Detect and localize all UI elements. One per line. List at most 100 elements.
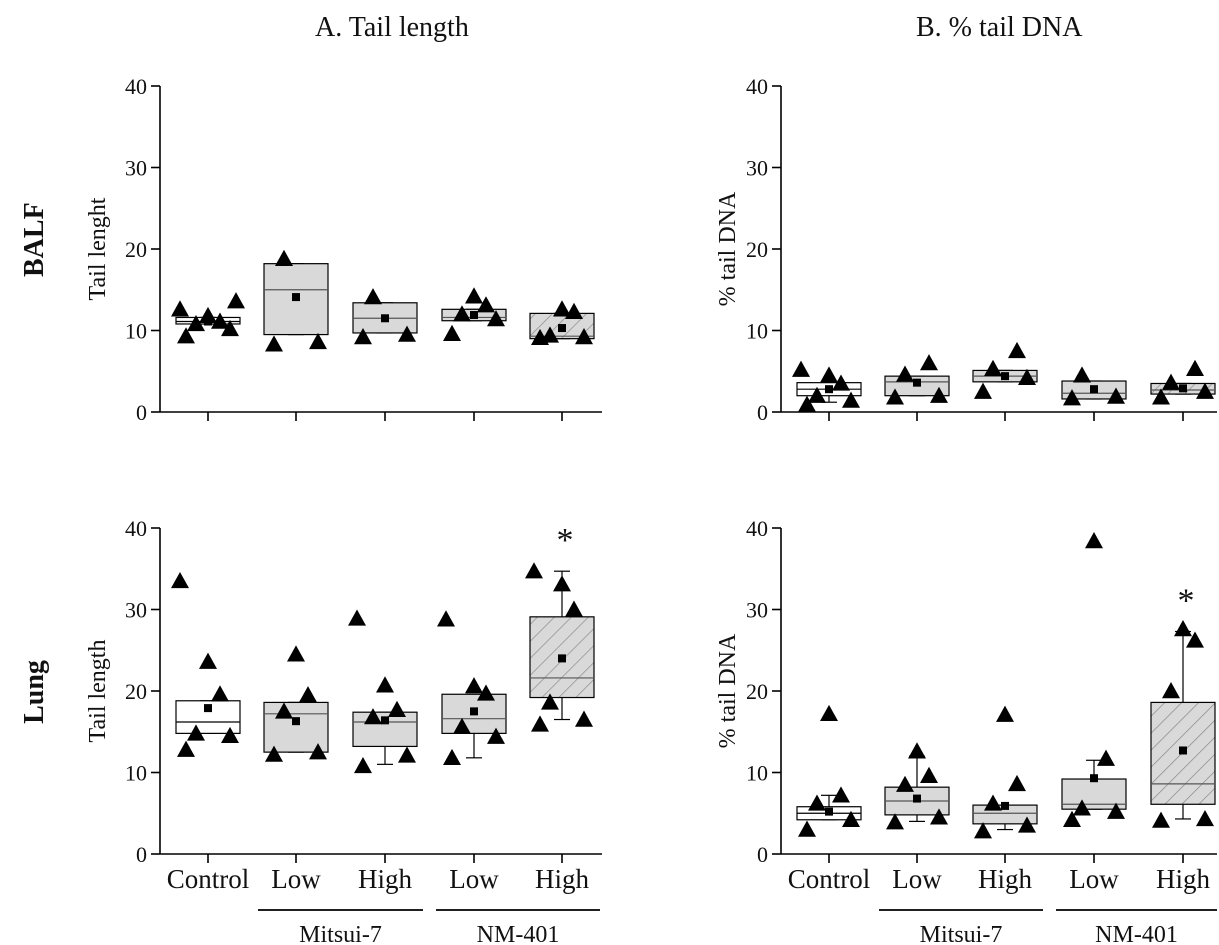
data-point xyxy=(1186,631,1204,648)
box-group-4 xyxy=(1061,366,1127,421)
data-point xyxy=(896,775,914,792)
mean-marker xyxy=(292,717,300,726)
data-point xyxy=(354,328,372,345)
mean-marker xyxy=(470,707,478,716)
data-point xyxy=(541,693,559,710)
x-tick-label: Low xyxy=(1069,864,1119,894)
significance-marker: * xyxy=(557,522,574,559)
data-point xyxy=(1196,809,1214,827)
data-point xyxy=(398,325,416,342)
data-point xyxy=(1186,359,1204,377)
y-tick-label: 10 xyxy=(746,319,768,344)
data-point xyxy=(437,610,455,627)
data-point xyxy=(171,300,189,317)
data-point xyxy=(465,287,483,304)
x-tick-label: High xyxy=(1156,864,1211,894)
data-point xyxy=(886,388,904,405)
data-point xyxy=(187,314,205,332)
box-group-2 xyxy=(884,354,950,421)
data-point xyxy=(265,335,283,352)
box-group-2 xyxy=(263,249,329,421)
mean-marker xyxy=(913,794,921,803)
mean-marker xyxy=(1179,746,1187,755)
chart-panel-2: 0 10 20 30 40 % tail DNA xyxy=(715,74,1217,425)
y-tick-label: 20 xyxy=(125,679,147,704)
x-tick-label: High xyxy=(978,864,1033,894)
box-group-3 xyxy=(972,341,1038,421)
box-group-2: Low xyxy=(263,645,329,894)
data-point xyxy=(1162,682,1180,699)
data-point xyxy=(930,808,948,825)
data-point xyxy=(896,365,914,382)
data-point xyxy=(1174,620,1192,637)
data-point xyxy=(443,748,461,766)
data-point xyxy=(832,786,850,803)
mean-marker xyxy=(204,317,212,326)
data-point xyxy=(1008,341,1026,359)
mean-marker xyxy=(470,311,478,320)
y-tick-label: 20 xyxy=(746,679,768,704)
group-label: NM-401 xyxy=(1095,922,1178,945)
data-point xyxy=(465,677,483,694)
data-point xyxy=(575,710,593,727)
y-tick-label: 40 xyxy=(746,74,768,99)
data-point xyxy=(886,813,904,830)
group-label: NM-401 xyxy=(477,922,560,945)
mean-marker xyxy=(1179,384,1187,393)
box-group-4: Low xyxy=(1061,532,1127,894)
box-group-5 xyxy=(1150,359,1216,421)
box xyxy=(263,701,329,753)
data-point xyxy=(798,820,816,837)
data-point xyxy=(792,360,810,377)
group-label: Mitsui-7 xyxy=(299,922,382,945)
data-point xyxy=(177,740,195,757)
mean-marker xyxy=(204,704,212,713)
data-point xyxy=(398,746,416,763)
data-point xyxy=(820,366,838,383)
data-point xyxy=(453,717,471,735)
y-tick-label: 30 xyxy=(125,598,147,623)
data-point xyxy=(541,326,559,343)
y-tick-label: 0 xyxy=(757,842,768,867)
y-axis-label: Tail lenght xyxy=(85,197,111,300)
y-tick-label: 0 xyxy=(136,842,147,867)
mean-marker xyxy=(381,314,389,323)
data-point xyxy=(211,685,229,702)
data-point xyxy=(820,704,838,722)
data-point xyxy=(364,288,382,305)
data-point xyxy=(1085,532,1103,549)
data-point xyxy=(227,292,245,309)
data-point xyxy=(221,319,239,337)
data-point xyxy=(487,310,505,327)
data-point xyxy=(287,645,305,662)
data-point xyxy=(177,327,195,344)
data-point xyxy=(1196,382,1214,399)
data-point xyxy=(808,386,826,403)
y-tick-label: 0 xyxy=(136,400,147,425)
y-tick-label: 10 xyxy=(125,761,147,786)
data-point xyxy=(974,382,992,399)
data-point xyxy=(199,306,217,324)
data-point xyxy=(171,571,189,589)
box-group-1: Control xyxy=(788,704,871,894)
data-point xyxy=(443,324,461,341)
data-point xyxy=(842,391,860,408)
data-point xyxy=(808,794,826,811)
x-tick-label: Low xyxy=(271,864,321,894)
data-point xyxy=(364,708,382,725)
box-group-4 xyxy=(441,287,507,421)
box-group-1 xyxy=(792,360,862,421)
x-tick-label: Control xyxy=(788,864,871,894)
data-point xyxy=(553,575,571,592)
mean-marker xyxy=(292,293,300,302)
y-axis-label: % tail DNA xyxy=(715,191,741,306)
data-point xyxy=(211,312,229,329)
data-point xyxy=(221,726,239,744)
data-point xyxy=(984,359,1002,377)
data-point xyxy=(1097,749,1115,766)
group-label: Mitsui-7 xyxy=(920,922,1003,945)
box-group-3: High xyxy=(972,705,1038,894)
y-tick-label: 30 xyxy=(125,156,147,181)
data-point xyxy=(275,249,293,266)
data-point xyxy=(348,609,366,626)
